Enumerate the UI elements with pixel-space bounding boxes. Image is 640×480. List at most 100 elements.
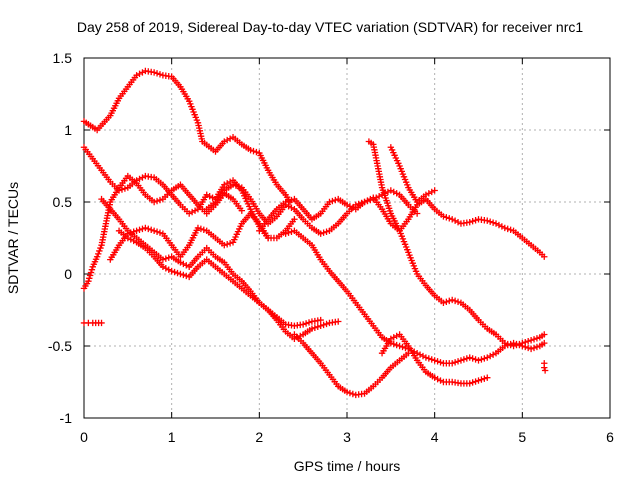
series-sat-g — [115, 227, 324, 330]
data-point — [136, 70, 143, 78]
data-point — [297, 332, 304, 340]
data-point — [159, 256, 167, 263]
data-point — [390, 340, 397, 348]
data-point — [183, 272, 190, 280]
data-point — [98, 319, 105, 327]
data-point — [285, 197, 292, 205]
data-point — [200, 226, 208, 234]
data-point — [127, 236, 134, 243]
data-point — [460, 356, 468, 363]
data-point — [305, 319, 313, 326]
data-point — [492, 220, 500, 227]
x-tick-label: 6 — [606, 429, 614, 445]
data-point — [527, 345, 535, 353]
data-point — [145, 225, 152, 233]
data-point — [311, 324, 319, 331]
data-point — [428, 356, 435, 363]
data-point — [288, 196, 295, 204]
data-point — [86, 275, 93, 282]
data-point — [343, 388, 351, 396]
data-point — [466, 354, 473, 361]
series-sat-o — [541, 360, 549, 374]
data-point — [437, 377, 444, 384]
data-point — [97, 244, 104, 252]
data-point — [504, 225, 511, 233]
data-point — [346, 203, 354, 210]
data-point — [159, 263, 167, 270]
data-point — [139, 225, 146, 233]
data-point — [285, 229, 292, 236]
data-point — [504, 340, 511, 348]
data-point — [142, 224, 149, 232]
x-axis-label: GPS time / hours — [294, 458, 401, 474]
data-point — [451, 359, 459, 366]
data-point — [481, 375, 488, 382]
data-point — [384, 188, 392, 196]
data-point — [153, 70, 161, 77]
data-point — [150, 69, 158, 76]
x-tick-label: 0 — [80, 429, 88, 445]
data-point — [454, 218, 462, 226]
series-sat-h — [203, 181, 421, 237]
data-point — [86, 272, 94, 279]
data-point — [264, 234, 272, 242]
data-point — [469, 218, 476, 225]
data-point — [434, 358, 441, 365]
data-point — [288, 228, 295, 235]
data-point — [317, 316, 324, 324]
data-point — [486, 218, 494, 225]
data-point — [168, 267, 175, 275]
data-point — [484, 217, 491, 224]
data-point — [422, 191, 430, 198]
data-point — [375, 193, 383, 200]
data-point — [156, 71, 164, 78]
data-point — [171, 268, 178, 276]
data-point — [501, 224, 508, 232]
data-point — [133, 72, 140, 79]
data-point — [247, 146, 254, 154]
data-point — [139, 174, 146, 181]
x-tick-label: 2 — [255, 429, 263, 445]
data-point — [501, 339, 508, 347]
data-point — [282, 198, 289, 206]
series-sat-e — [107, 210, 272, 263]
data-point — [162, 255, 170, 262]
data-point — [226, 240, 234, 247]
data-point — [323, 228, 330, 235]
data-point — [425, 190, 433, 197]
data-point — [541, 331, 548, 338]
series-sat-m — [378, 331, 491, 387]
data-point — [326, 198, 333, 206]
data-point — [387, 187, 395, 194]
data-point — [314, 323, 321, 330]
data-point — [136, 226, 143, 234]
data-point — [156, 229, 164, 236]
data-point — [522, 338, 529, 346]
data-point — [454, 358, 462, 365]
data-point — [96, 247, 103, 255]
data-point — [320, 321, 327, 329]
data-point — [489, 219, 497, 226]
y-axis-label: SDTVAR / TECUs — [5, 182, 21, 294]
x-tick-label: 4 — [431, 429, 439, 445]
data-point — [396, 342, 403, 350]
data-point — [317, 322, 324, 330]
data-point — [472, 217, 479, 224]
data-point — [156, 196, 164, 204]
data-point — [510, 342, 517, 350]
data-point — [320, 229, 327, 236]
y-tick-label: -0.5 — [48, 338, 72, 354]
data-point — [437, 359, 444, 366]
data-point — [124, 234, 132, 242]
data-point — [530, 344, 538, 352]
data-point — [387, 335, 395, 342]
data-point — [235, 183, 243, 190]
data-point — [136, 175, 143, 183]
data-point — [223, 241, 231, 248]
data-point — [440, 299, 447, 306]
data-point — [150, 227, 158, 234]
data-point — [253, 148, 260, 156]
series-sat-l — [365, 138, 548, 350]
data-point — [223, 136, 231, 144]
series-sat-n — [387, 144, 438, 206]
